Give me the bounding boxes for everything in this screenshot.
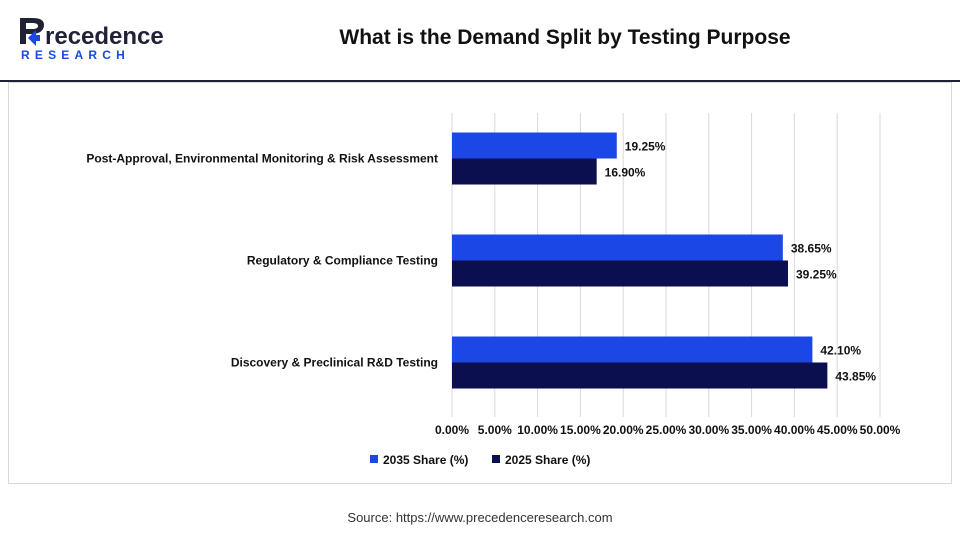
- svg-text:RESEARCH: RESEARCH: [21, 48, 130, 62]
- x-tick-label: 40.00%: [774, 423, 815, 437]
- x-tick-label: 0.00%: [435, 423, 469, 437]
- header: recedence RESEARCH What is the Demand Sp…: [0, 0, 960, 82]
- x-tick-label: 30.00%: [688, 423, 729, 437]
- legend-swatch: [370, 455, 378, 463]
- legend-label: 2035 Share (%): [383, 453, 468, 467]
- x-tick-label: 15.00%: [560, 423, 601, 437]
- x-tick-label: 20.00%: [603, 423, 644, 437]
- x-tick-label: 45.00%: [817, 423, 858, 437]
- chart-frame: 0.00% 5.00% 10.00% 15.00% 20.00% 25.00% 30.00%…: [8, 82, 952, 484]
- data-label: 43.85%: [835, 370, 876, 384]
- category-label: Post-Approval, Environmental Monitoring …: [86, 152, 438, 166]
- precedence-research-logo[interactable]: recedence RESEARCH: [18, 14, 168, 64]
- svg-text:recedence: recedence: [45, 23, 164, 50]
- data-label: 19.25%: [625, 140, 666, 154]
- source-note: Source: https://www.precedenceresearch.c…: [347, 510, 613, 525]
- category-label: Regulatory & Compliance Testing: [247, 254, 438, 268]
- logo-mark: recedence RESEARCH: [20, 18, 164, 62]
- bar: [452, 362, 828, 389]
- x-tick-label: 50.00%: [860, 423, 901, 437]
- data-label: 38.65%: [791, 242, 832, 256]
- legend-swatch: [492, 455, 500, 463]
- data-label: 39.25%: [796, 268, 837, 282]
- x-tick-label: 10.00%: [517, 423, 558, 437]
- x-tick-label: 5.00%: [478, 423, 512, 437]
- bar: [452, 158, 597, 185]
- legend-label: 2025 Share (%): [505, 453, 590, 467]
- bar: [452, 336, 813, 363]
- bar-chart: 0.00% 5.00% 10.00% 15.00% 20.00% 25.00% 30.00%…: [86, 113, 901, 467]
- data-label: 16.90%: [605, 166, 646, 180]
- bar: [452, 234, 783, 261]
- bar: [452, 260, 788, 287]
- x-tick-label: 25.00%: [646, 423, 687, 437]
- data-label: 42.10%: [820, 344, 861, 358]
- category-label: Discovery & Preclinical R&D Testing: [231, 356, 438, 370]
- x-tick-label: 35.00%: [731, 423, 772, 437]
- page-title: What is the Demand Split by Testing Purp…: [339, 26, 791, 49]
- bar: [452, 132, 617, 159]
